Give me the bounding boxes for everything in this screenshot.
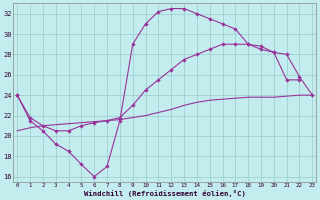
X-axis label: Windchill (Refroidissement éolien,°C): Windchill (Refroidissement éolien,°C) [84,190,246,197]
